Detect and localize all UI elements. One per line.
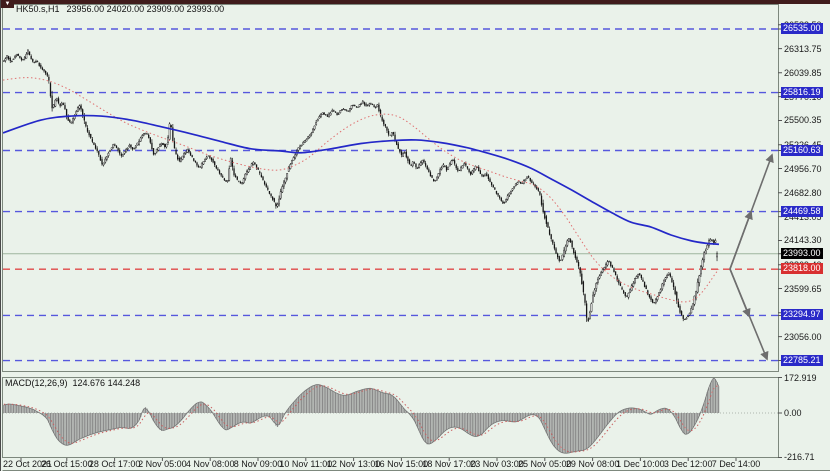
time-label: 1 Dec 10:00	[616, 459, 665, 469]
time-label: 2 Nov 05:00	[138, 459, 187, 469]
price-axis[interactable]: 26583.5026313.7526039.8525770.1025500.35…	[779, 0, 830, 458]
price-tick-label: 24143.30	[784, 235, 822, 246]
price-level-badge: 23993.00	[781, 247, 823, 259]
time-label: 10 Nov 11:00	[279, 459, 333, 469]
macd-axis[interactable]: 172.919 0.00 -216.71	[779, 372, 830, 462]
price-tick-label: 23056.00	[784, 331, 822, 342]
symbol-dropdown-icon[interactable]: ▼	[1, 0, 14, 8]
price-level-badge: 25816.19	[781, 86, 823, 98]
time-label: 25 Nov 05:00	[518, 459, 572, 469]
macd-tick-label: -216.71	[784, 452, 815, 462]
macd-tick-label: 172.919	[784, 373, 817, 383]
macd-tick-label: 0.00	[784, 408, 802, 418]
macd-values: 124.676 144.248	[72, 378, 141, 388]
ohlc-values: 23956.00 24020.00 23909.00 23993.00	[66, 4, 225, 14]
symbol-period-label: HK50.s,H1	[16, 4, 60, 14]
price-level-badge: 23818.00	[781, 263, 823, 275]
time-label: 28 Oct 17:00	[88, 459, 141, 469]
time-label: 18 Nov 17:00	[422, 459, 476, 469]
price-level-badge: 22785.21	[781, 354, 823, 366]
macd-indicator-label: MACD(12,26,9) 124.676 144.248	[5, 378, 140, 388]
price-tick-label: 24956.70	[784, 163, 822, 174]
price-level-badge: 25160.63	[781, 144, 823, 156]
time-label: 26 Oct 15:00	[41, 459, 93, 469]
price-tick-label: 26313.75	[784, 43, 822, 54]
chart-title: HK50.s,H1 23956.00 24020.00 23909.00 2399…	[16, 4, 224, 14]
time-label: 8 Nov 09:00	[233, 459, 283, 469]
window-top-strip	[1, 0, 830, 4]
time-label: 23 Nov 03:00	[470, 459, 524, 469]
time-label: 7 Dec 14:00	[711, 459, 761, 469]
price-level-badge: 23294.97	[781, 309, 823, 321]
time-label: 12 Nov 13:00	[326, 459, 381, 469]
price-tick-label: 24682.80	[784, 187, 822, 198]
price-tick-label: 25500.35	[784, 115, 822, 126]
price-level-badge: 24469.58	[781, 205, 823, 217]
price-level-badge: 26535.00	[781, 22, 823, 34]
time-label: 16 Nov 15:00	[374, 459, 429, 469]
price-tick-label: 26039.85	[784, 67, 822, 78]
time-label: 3 Dec 12:00	[663, 459, 713, 469]
time-label: 22 Oct 2021	[3, 459, 53, 469]
time-label: 29 Nov 08:00	[565, 459, 620, 469]
price-tick-label: 23599.65	[784, 283, 822, 294]
macd-name: MACD(12,26,9)	[5, 378, 68, 388]
time-axis[interactable]: 22 Oct 2021 26 Oct 15:00 28 Oct 17:00 2 Nov…	[1, 458, 830, 471]
time-label: 4 Nov 08:00	[185, 459, 235, 469]
